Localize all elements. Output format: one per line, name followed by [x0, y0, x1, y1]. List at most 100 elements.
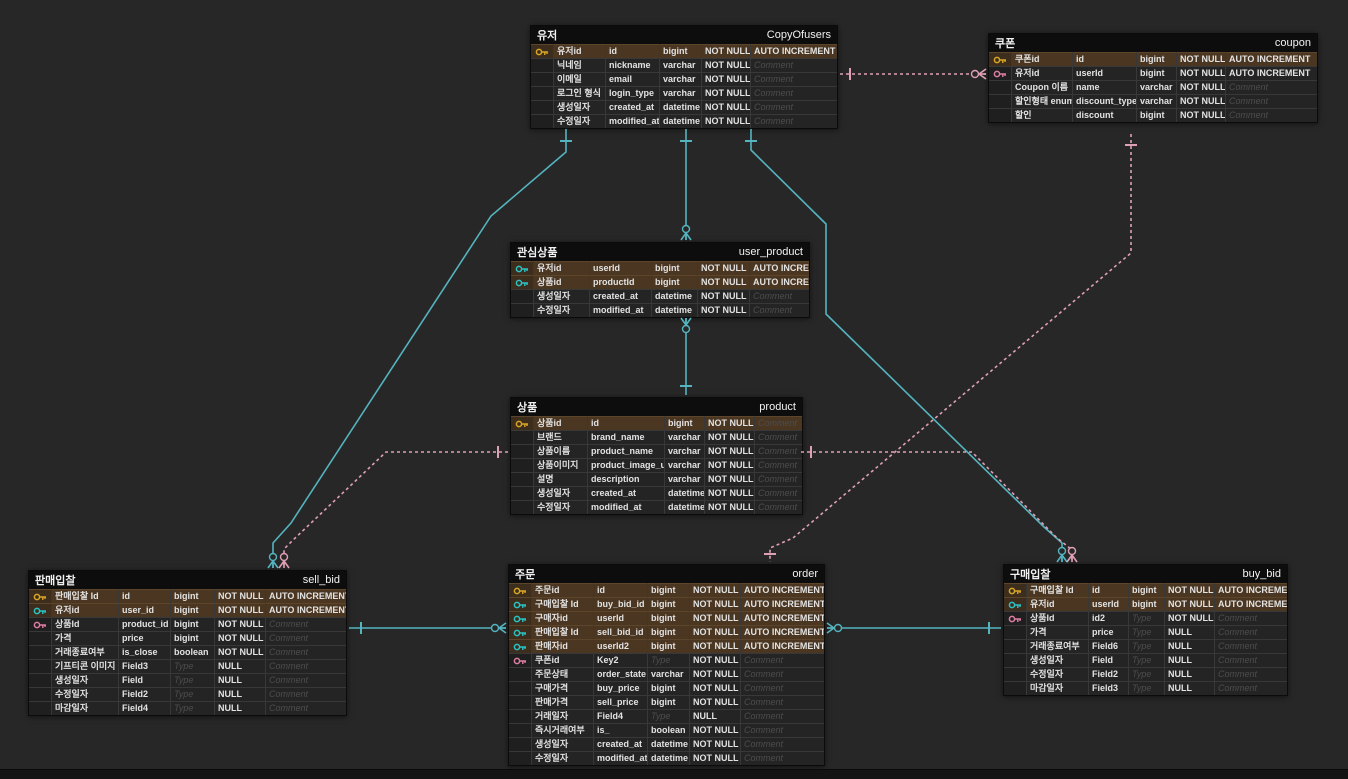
table-row-userId2[interactable]: 판매자iduserId2bigintNOT NULLAUTO INCREMENT: [509, 639, 824, 653]
column-comment: AUTO INCREMENT: [740, 639, 824, 653]
column-logical-name: 거래종료여부: [51, 645, 118, 659]
table-row-modified_at[interactable]: 수정일자modified_atdatetimeNOT NULLComment: [511, 303, 809, 317]
column-comment: Comment: [1214, 681, 1287, 695]
table-row-userId[interactable]: 유저iduserIdbigintNOT NULLAUTO INCREMENT: [989, 66, 1317, 80]
table-buy_bid[interactable]: 구매입찰buy_bid구매입찰 IdidbigintNOT NULLAUTO I…: [1003, 564, 1288, 696]
column-type: bigint: [647, 639, 689, 653]
table-header[interactable]: 유저CopyOfusers: [531, 26, 837, 44]
table-row-Field4[interactable]: 마감일자Field4TypeNULLComment: [29, 701, 346, 715]
table-row-user_id[interactable]: 유저iduser_idbigintNOT NULLAUTO INCREMENT: [29, 603, 346, 617]
column-type: bigint: [1136, 66, 1176, 80]
table-row-is_close[interactable]: 거래종료여부is_closebooleanNOT NULLComment: [29, 645, 346, 659]
table-row-discount[interactable]: 할인discountbigintNOT NULLComment: [989, 108, 1317, 122]
table-row-Field6[interactable]: 거래종료여부Field6TypeNULLComment: [1004, 639, 1287, 653]
key-cell: [29, 589, 51, 603]
table-row-nickname[interactable]: 닉네임nicknamevarcharNOT NULLComment: [531, 58, 837, 72]
relationship-sell_bid-order[interactable]: [349, 622, 506, 634]
table-logical-name: 상품: [517, 399, 537, 415]
erd-canvas[interactable]: 유저CopyOfusers유저ididbigintNOT NULLAUTO IN…: [0, 0, 1348, 778]
table-header[interactable]: 판매입찰sell_bid: [29, 571, 346, 589]
table-coupon[interactable]: 쿠폰coupon쿠폰ididbigintNOT NULLAUTO INCREME…: [988, 33, 1318, 123]
relationship-product-sell_bid[interactable]: [279, 446, 508, 568]
table-header[interactable]: 관심상품user_product: [511, 243, 809, 261]
key-cell: [509, 653, 531, 667]
table-row-buy_price[interactable]: 구매가격buy_pricebigintNOT NULLComment: [509, 681, 824, 695]
column-physical-name: Field2: [118, 687, 170, 701]
table-row-is_[interactable]: 즉시거래여부is_booleanNOT NULLComment: [509, 723, 824, 737]
empty-key-cell: [511, 289, 533, 303]
table-header[interactable]: 주문order: [509, 565, 824, 583]
column-logical-name: 수정일자: [51, 687, 118, 701]
relationship-line[interactable]: [770, 134, 1131, 562]
table-row-productId[interactable]: 상품idproductIdbigintNOT NULLAUTO INCREMEN…: [511, 275, 809, 289]
relationship-coupon-order[interactable]: [764, 134, 1137, 562]
table-row-Key2[interactable]: 쿠폰idKey2TypeNOT NULLComment: [509, 653, 824, 667]
table-row-sell_price[interactable]: 판매가격sell_pricebigintNOT NULLComment: [509, 695, 824, 709]
table-row-userId[interactable]: 유저iduserIdbigintNOT NULLAUTO INCREMENT: [1004, 597, 1287, 611]
table-row-Field3[interactable]: 기프티콘 이미지Field3TypeNULLComment: [29, 659, 346, 673]
table-row-Field2[interactable]: 수정일자Field2TypeNULLComment: [29, 687, 346, 701]
table-header[interactable]: 상품product: [511, 398, 802, 416]
table-row-id[interactable]: 구매입찰 IdidbigintNOT NULLAUTO INCREMENT: [1004, 583, 1287, 597]
table-row-buy_bid_id[interactable]: 구매입찰 Idbuy_bid_idbigintNOT NULLAUTO INCR…: [509, 597, 824, 611]
table-row-product_image_url[interactable]: 상품이미지product_image_urlvarcharNOT NULLCom…: [511, 458, 802, 472]
table-row-created_at[interactable]: 생성일자created_atdatetimeNOT NULLComment: [511, 486, 802, 500]
table-row-email[interactable]: 이메일emailvarcharNOT NULLComment: [531, 72, 837, 86]
table-header[interactable]: 쿠폰coupon: [989, 34, 1317, 52]
table-row-id2[interactable]: 상품Idid2TypeNOT NULLComment: [1004, 611, 1287, 625]
relationship-users-coupon[interactable]: [840, 68, 986, 80]
table-header[interactable]: 구매입찰buy_bid: [1004, 565, 1287, 583]
table-row-Field3[interactable]: 마감일자Field3TypeNULLComment: [1004, 681, 1287, 695]
relationship-line[interactable]: [284, 452, 508, 568]
table-row-sell_bid_id[interactable]: 판매입찰 Idsell_bid_idbigintNOT NULLAUTO INC…: [509, 625, 824, 639]
table-row-userId[interactable]: 구매자iduserIdbigintNOT NULLAUTO INCREMENT: [509, 611, 824, 625]
column-physical-name: created_at: [605, 100, 659, 114]
relationship-product-buy_bid[interactable]: [801, 446, 1077, 562]
table-row-id[interactable]: 판매입찰 IdidbigintNOT NULLAUTO INCREMENT: [29, 589, 346, 603]
table-row-price[interactable]: 가격priceTypeNULLComment: [1004, 625, 1287, 639]
table-row-userId[interactable]: 유저iduserIdbigintNOT NULLAUTO INCREMENT: [511, 261, 809, 275]
table-row-id[interactable]: 쿠폰ididbigintNOT NULLAUTO INCREMENT: [989, 52, 1317, 66]
table-order[interactable]: 주문order주문ididbigintNOT NULLAUTO INCREMEN…: [508, 564, 825, 766]
table-row-Field[interactable]: 생성일자FieldTypeNULLComment: [1004, 653, 1287, 667]
table-row-product_id[interactable]: 상품Idproduct_idbigintNOT NULLComment: [29, 617, 346, 631]
table-row-description[interactable]: 설명descriptionvarcharNOT NULLComment: [511, 472, 802, 486]
table-row-Field[interactable]: 생성일자FieldTypeNULLComment: [29, 673, 346, 687]
column-nullable: NOT NULL: [704, 472, 754, 486]
relationship-line[interactable]: [801, 452, 1072, 562]
table-row-modified_at[interactable]: 수정일자modified_atdatetimeNOT NULLComment: [531, 114, 837, 128]
table-row-product_name[interactable]: 상품이름product_namevarcharNOT NULLComment: [511, 444, 802, 458]
table-row-created_at[interactable]: 생성일자created_atdatetimeNOT NULLComment: [531, 100, 837, 114]
table-row-brand_name[interactable]: 브랜드brand_namevarcharNOT NULLComment: [511, 430, 802, 444]
table-row-created_at[interactable]: 생성일자created_atdatetimeNOT NULLComment: [509, 737, 824, 751]
table-row-id[interactable]: 상품ididbigintNOT NULLComment: [511, 416, 802, 430]
column-comment: Comment: [750, 58, 837, 72]
relationship-buy_bid-order[interactable]: [827, 622, 1001, 634]
table-row-name[interactable]: Coupon 이름namevarcharNOT NULLComment: [989, 80, 1317, 94]
table-row-modified_at[interactable]: 수정일자modified_atdatetimeNOT NULLComment: [509, 751, 824, 765]
column-type: Type: [170, 701, 214, 715]
table-row-modified_at[interactable]: 수정일자modified_atdatetimeNOT NULLComment: [511, 500, 802, 514]
table-row-login_type[interactable]: 로그인 형식login_typevarcharNOT NULLComment: [531, 86, 837, 100]
table-sell_bid[interactable]: 판매입찰sell_bid판매입찰 IdidbigintNOT NULLAUTO …: [28, 570, 347, 716]
relationship-product-user_product[interactable]: [680, 318, 692, 395]
table-row-discount_type[interactable]: 할인형태 enumdiscount_typevarcharNOT NULLCom…: [989, 94, 1317, 108]
table-row-Field2[interactable]: 수정일자Field2TypeNULLComment: [1004, 667, 1287, 681]
table-row-created_at[interactable]: 생성일자created_atdatetimeNOT NULLComment: [511, 289, 809, 303]
column-logical-name: 브랜드: [533, 430, 587, 444]
table-row-id[interactable]: 주문ididbigintNOT NULLAUTO INCREMENT: [509, 583, 824, 597]
table-row-id[interactable]: 유저ididbigintNOT NULLAUTO INCREMENT: [531, 44, 837, 58]
column-comment: Comment: [754, 416, 802, 430]
column-comment: Comment: [740, 667, 824, 681]
table-logical-name: 쿠폰: [995, 35, 1015, 51]
pk-key-icon: [515, 419, 529, 429]
table-row-price[interactable]: 가격pricebigintNOT NULLComment: [29, 631, 346, 645]
table-row-Field4[interactable]: 거래일자Field4TypeNULLComment: [509, 709, 824, 723]
table-user_product[interactable]: 관심상품user_product유저iduserIdbigintNOT NULL…: [510, 242, 810, 318]
table-row-order_state[interactable]: 주문상태order_statevarcharNOT NULLComment: [509, 667, 824, 681]
column-logical-name: 수정일자: [533, 303, 589, 317]
column-type: Type: [1128, 667, 1164, 681]
relationship-users-user_product[interactable]: [680, 129, 692, 240]
table-CopyOfusers[interactable]: 유저CopyOfusers유저ididbigintNOT NULLAUTO IN…: [530, 25, 838, 129]
table-product[interactable]: 상품product상품ididbigintNOT NULLComment브랜드b…: [510, 397, 803, 515]
